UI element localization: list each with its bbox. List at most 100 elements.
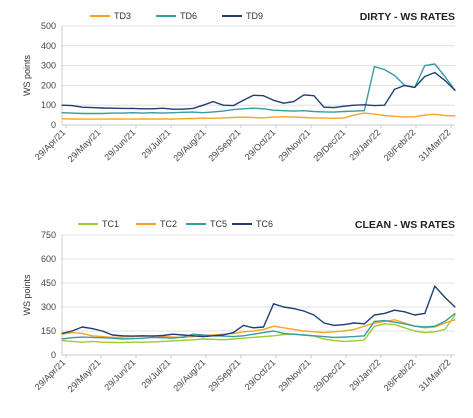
- data-point-td9: [172, 108, 174, 110]
- data-point-tc5: [434, 325, 436, 327]
- data-point-td3: [202, 117, 204, 119]
- data-point-td3: [121, 118, 124, 120]
- data-point-td9: [61, 104, 63, 106]
- data-point-tc6: [283, 306, 285, 308]
- data-point-tc2: [313, 331, 315, 333]
- data-point-tc5: [343, 336, 345, 338]
- y-tick-label: 300: [41, 302, 56, 312]
- data-point-td6: [343, 110, 345, 113]
- chart-2: 0 150 300 450 600 750 WS points CLEAN - WS RATE…: [22, 219, 456, 394]
- data-point-td6: [283, 110, 285, 112]
- data-point-td6: [162, 112, 164, 114]
- data-point-tc6: [61, 332, 63, 334]
- data-point-td9: [121, 107, 124, 109]
- data-point-tc6: [404, 311, 406, 313]
- data-point-tc5: [242, 335, 244, 337]
- data-point-tc6: [353, 322, 355, 324]
- data-point-tc6: [252, 327, 255, 329]
- data-point-tc2: [262, 328, 265, 330]
- x-tick-label: 31/Mar/22: [417, 357, 453, 393]
- series-line-td9: [61, 71, 456, 110]
- data-point-tc1: [333, 340, 335, 342]
- data-point-tc5: [61, 338, 63, 340]
- data-point-td6: [262, 108, 265, 110]
- data-point-tc5: [121, 338, 124, 340]
- data-point-tc5: [293, 333, 295, 335]
- data-point-td6: [232, 109, 234, 111]
- data-point-td6: [91, 112, 93, 115]
- data-point-td9: [212, 101, 214, 103]
- data-point-tc2: [333, 331, 335, 333]
- y-axis-label: WS points: [22, 54, 32, 96]
- data-point-tc2: [444, 322, 446, 324]
- data-point-tc6: [192, 335, 194, 337]
- data-point-tc5: [273, 330, 275, 332]
- x-tick-label: 31/Mar/22: [417, 127, 453, 163]
- data-point-tc1: [212, 338, 214, 340]
- data-point-tc6: [313, 314, 315, 316]
- data-point-tc6: [222, 334, 224, 336]
- y-tick-label: 150: [41, 326, 56, 336]
- data-point-tc5: [202, 334, 204, 336]
- data-point-tc5: [363, 335, 365, 337]
- data-point-td3: [152, 118, 154, 120]
- data-point-tc6: [434, 285, 436, 287]
- data-point-td6: [192, 111, 194, 113]
- x-tick-label: 29/Jul/21: [140, 127, 173, 160]
- legend-label: TD3: [114, 11, 131, 21]
- data-point-tc6: [363, 323, 365, 325]
- data-point-tc2: [81, 332, 83, 334]
- x-tick-label: 29/Apr/21: [33, 357, 68, 392]
- data-point-tc5: [131, 338, 134, 340]
- x-tick-label: 29/Jul/21: [140, 357, 173, 390]
- x-tick-label: 29/Nov/21: [276, 357, 312, 393]
- data-point-tc6: [393, 309, 396, 311]
- data-point-tc5: [252, 333, 255, 335]
- data-point-td9: [111, 107, 113, 109]
- data-point-tc2: [283, 327, 285, 329]
- data-point-td6: [142, 112, 144, 114]
- chart-1: 0 100 200 300 400 500 WS points DIRTY - WS RATE…: [22, 11, 456, 164]
- data-point-tc1: [81, 341, 83, 343]
- data-point-td3: [303, 116, 305, 119]
- data-point-tc2: [343, 330, 345, 332]
- data-point-td3: [262, 117, 265, 119]
- data-point-td3: [61, 118, 63, 120]
- data-point-td6: [273, 109, 275, 111]
- data-point-td3: [111, 118, 113, 120]
- data-point-td9: [353, 104, 355, 106]
- data-point-td3: [182, 118, 184, 120]
- data-point-tc1: [192, 339, 194, 341]
- data-point-tc1: [71, 340, 73, 342]
- data-point-td6: [323, 111, 325, 113]
- data-point-td6: [111, 112, 113, 114]
- data-point-tc6: [182, 334, 184, 336]
- data-point-tc5: [91, 336, 93, 338]
- data-point-td6: [293, 110, 295, 112]
- data-point-td9: [343, 105, 345, 107]
- x-tick-label: 29/Aug/21: [171, 357, 207, 393]
- data-point-td9: [404, 84, 406, 86]
- data-point-td9: [303, 94, 305, 96]
- data-point-td3: [142, 118, 144, 120]
- data-point-tc2: [101, 336, 103, 338]
- x-tick-label: 29/Sep/21: [206, 127, 242, 163]
- data-point-tc6: [152, 335, 154, 337]
- data-point-tc5: [393, 321, 396, 323]
- data-point-td3: [454, 115, 456, 117]
- data-point-tc6: [111, 334, 113, 336]
- data-point-td9: [202, 104, 204, 106]
- data-point-td3: [131, 118, 134, 120]
- data-point-tc6: [323, 322, 325, 324]
- data-point-td6: [131, 112, 134, 114]
- data-point-tc6: [121, 335, 124, 337]
- data-point-td9: [323, 106, 325, 108]
- data-point-td9: [91, 107, 93, 109]
- data-point-td6: [363, 110, 365, 112]
- data-point-td3: [383, 114, 386, 117]
- data-point-tc1: [273, 335, 275, 337]
- data-point-tc5: [111, 337, 113, 339]
- data-point-tc1: [283, 333, 285, 336]
- data-point-tc2: [293, 328, 295, 330]
- data-point-tc1: [373, 325, 375, 327]
